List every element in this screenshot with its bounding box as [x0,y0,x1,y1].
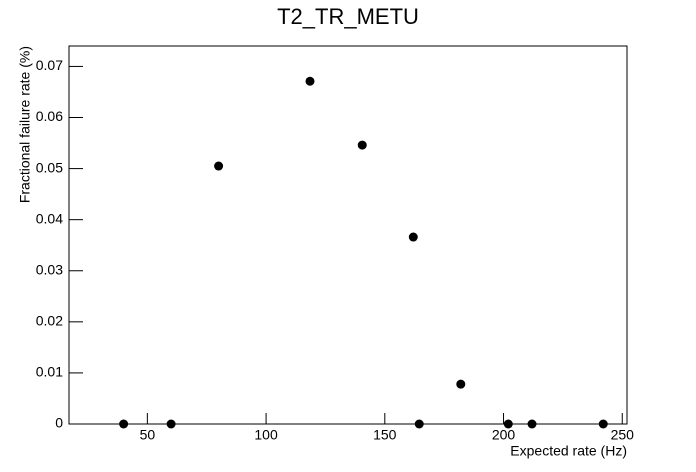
point [408,232,418,242]
y-tick-label: 0 [55,415,63,431]
point [119,419,129,429]
x-tick-label: 150 [373,427,397,443]
point [357,140,367,150]
x-tick-label: 100 [254,427,278,443]
x-tick-label: 50 [140,427,156,443]
plot-frame [68,45,628,425]
y-tick-label: 0.06 [36,108,63,124]
y-tick-label: 0.05 [36,159,63,175]
y-tick-label: 0.03 [36,261,63,277]
point [503,419,513,429]
point [166,419,176,429]
y-tick-label: 0.02 [36,313,63,329]
x-tick-label: 200 [492,427,516,443]
point [527,419,537,429]
chart-title: T2_TR_METU [277,4,419,29]
x-axis-label: Expected rate (Hz) [510,443,627,459]
point [305,76,315,86]
point [214,161,224,171]
y-tick-label: 0.04 [36,210,63,226]
y-tick-label: 0.01 [36,364,63,380]
y-tick-label: 0.07 [36,57,63,73]
point [414,419,424,429]
point [456,379,466,389]
point [598,419,608,429]
x-tick-label: 250 [611,427,635,443]
y-axis-label: Fractional failure rate (%) [17,46,33,203]
